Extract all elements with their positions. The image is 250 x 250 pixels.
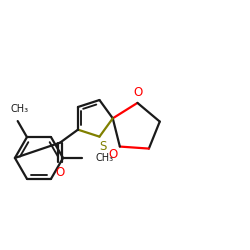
Text: CH₃: CH₃ — [96, 153, 114, 163]
Text: S: S — [99, 140, 106, 153]
Text: O: O — [108, 148, 118, 161]
Text: O: O — [134, 86, 143, 99]
Text: CH₃: CH₃ — [11, 104, 29, 114]
Text: O: O — [55, 166, 64, 179]
